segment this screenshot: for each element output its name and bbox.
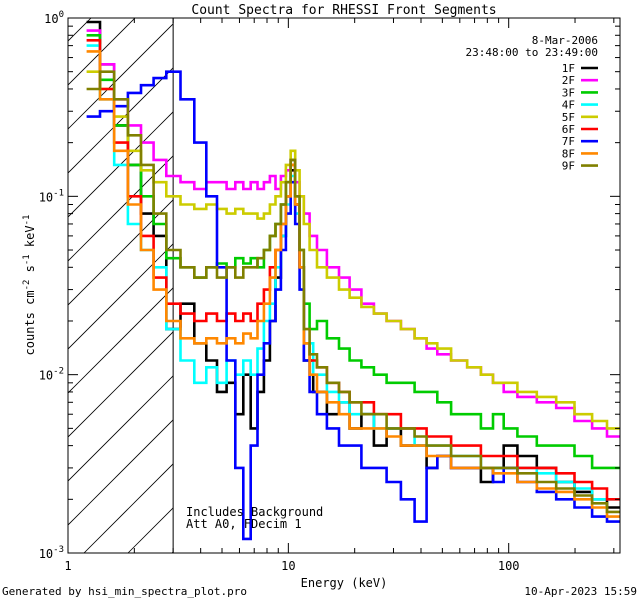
legend-label-1F: 1F <box>562 62 575 75</box>
y-tick-label: 10-3 <box>39 545 64 561</box>
hatch-line <box>68 419 174 526</box>
y-tick-label: 10-1 <box>39 188 64 204</box>
x-tick-label: 10 <box>281 559 295 573</box>
legend-label-5F: 5F <box>562 111 575 124</box>
x-tick-label: 100 <box>498 559 520 573</box>
time-range-label: 23:48:00 to 23:49:00 <box>466 46 598 59</box>
hatch-line <box>68 243 174 350</box>
hatch-line <box>68 155 174 262</box>
annotation-attenuator: Att A0, FDecim 1 <box>186 517 302 531</box>
date-label: 8-Mar-2006 <box>532 34 598 47</box>
hatch-line <box>68 375 174 482</box>
y-tick-label: 100 <box>44 10 64 26</box>
annotation-background: Includes Background <box>186 505 323 519</box>
series-line-4F <box>86 44 620 501</box>
legend-label-7F: 7F <box>562 135 575 148</box>
legend-label-2F: 2F <box>562 74 575 87</box>
series-line-5F <box>86 70 620 430</box>
legend-label-9F: 9F <box>562 160 575 173</box>
footer-generated-by: Generated by hsi_min_spectra_plot.pro <box>2 585 247 598</box>
series-line-9F <box>86 70 620 514</box>
footer-timestamp: 10-Apr-2023 15:59 <box>524 585 637 598</box>
hatch-line <box>68 18 92 42</box>
series-line-8F <box>86 50 620 518</box>
hatch-line <box>68 67 174 174</box>
hatch-line <box>68 199 174 306</box>
legend-label-3F: 3F <box>562 86 575 99</box>
series-line-1F <box>86 20 620 509</box>
chart-title: Count Spectra for RHESSI Front Segments <box>191 3 496 18</box>
hatch-line <box>68 331 174 438</box>
shaded-region <box>68 0 640 553</box>
legend-label-4F: 4F <box>562 99 575 112</box>
x-tick-label: 1 <box>64 559 71 573</box>
legend-label-6F: 6F <box>562 123 575 136</box>
hatch-line <box>260 0 640 553</box>
hatch-line <box>68 111 174 218</box>
x-axis-label: Energy (keV) <box>301 576 388 590</box>
plot-frame <box>67 17 621 554</box>
hatch-line <box>68 23 174 130</box>
legend-label-8F: 8F <box>562 147 575 160</box>
y-axis-label: counts cm-2 s-1 keV-1 <box>22 215 37 356</box>
y-tick-label: 10-2 <box>39 367 64 383</box>
